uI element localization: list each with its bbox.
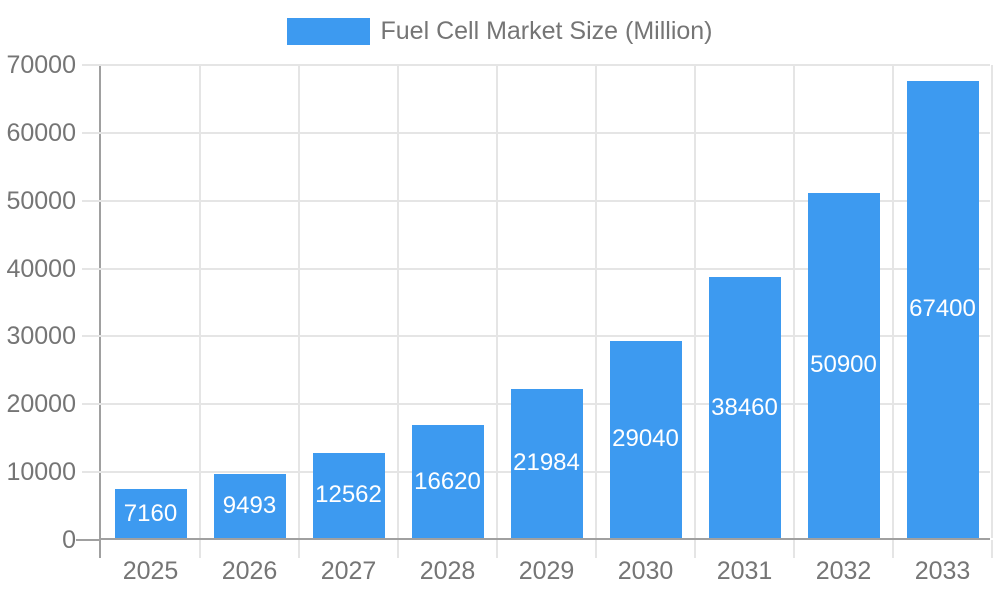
x-tick-label-2033: 2033 [914,557,971,585]
x-tick-mark [892,540,894,558]
x-tick-label-2029: 2029 [518,557,575,585]
bar-value-label: 21984 [513,449,580,477]
x-tick-mark [199,540,201,558]
y-tick-label: 40000 [6,254,76,283]
gridline-vertical [991,65,993,538]
y-tick-label: 30000 [6,322,76,351]
plot-area: 7160 9493 12562 16620 21984 29040 38460 50900 67… [99,64,993,540]
y-tick-label: 70000 [6,51,76,79]
y-tick-mark [82,267,101,270]
bar-2025[interactable]: 7160 [114,489,187,538]
gridline-vertical [397,65,399,538]
gridline-horizontal [101,64,990,66]
y-tick-mark [82,64,101,66]
x-tick-label-2031: 2031 [716,557,773,585]
gridline-horizontal [101,131,990,134]
gridline-horizontal [101,335,990,338]
y-tick-label: 10000 [6,458,76,487]
x-tick-mark [793,540,795,558]
y-tick-mark [82,335,101,338]
bar-2033[interactable]: 67400 [906,80,979,538]
y-tick-mark [82,199,101,202]
gridline-vertical [793,65,795,538]
x-tick-label-2027: 2027 [320,557,377,585]
gridline-vertical [199,65,201,538]
bar-value-label: 50900 [810,351,877,379]
bar-2027[interactable]: 12562 [312,452,385,538]
bar-2031[interactable]: 38460 [708,277,781,538]
x-tick-mark [991,540,993,558]
bar-value-label: 38460 [711,393,778,421]
bar-2028[interactable]: 16620 [411,425,484,538]
bar-value-label: 9493 [222,491,277,519]
y-tick-mark [82,131,101,134]
y-tick-label: 20000 [6,390,76,419]
legend[interactable]: Fuel Cell Market Size (Million) [0,18,1000,45]
y-tick-label: 60000 [6,118,76,147]
x-tick-label-2026: 2026 [221,557,278,585]
gridline-horizontal [101,199,990,202]
x-tick-mark [298,540,300,558]
bar-value-label: 29040 [612,425,679,453]
x-tick-label-2030: 2030 [617,557,674,585]
x-tick-mark [694,540,696,558]
bar-2029[interactable]: 21984 [510,388,583,538]
gridline-vertical [892,65,894,538]
legend-label: Fuel Cell Market Size (Million) [380,17,713,45]
x-tick-mark [496,540,498,558]
bar-2026[interactable]: 9493 [213,473,286,538]
x-tick-label-2032: 2032 [815,557,872,585]
bar-2032[interactable]: 50900 [807,192,880,538]
gridline-horizontal [101,267,990,270]
y-tick-mark [76,539,101,541]
bar-value-label: 16620 [414,467,481,495]
x-tick-label-2028: 2028 [419,557,476,585]
y-tick-mark [82,471,101,474]
bar-value-label: 7160 [123,499,178,527]
x-tick-mark [99,540,101,558]
gridline-vertical [298,65,300,538]
bar-value-label: 12562 [315,481,382,509]
bar-2030[interactable]: 29040 [609,340,682,538]
y-tick-label: 50000 [6,186,76,215]
gridline-vertical [595,65,597,538]
y-tick-label: 0 [62,526,76,554]
x-tick-mark [595,540,597,558]
bar-value-label: 67400 [909,295,976,323]
legend-swatch [287,18,371,45]
x-tick-mark [397,540,399,558]
gridline-vertical [694,65,696,538]
x-tick-label-2025: 2025 [122,557,179,585]
y-tick-mark [82,403,101,406]
gridline-vertical [496,65,498,538]
